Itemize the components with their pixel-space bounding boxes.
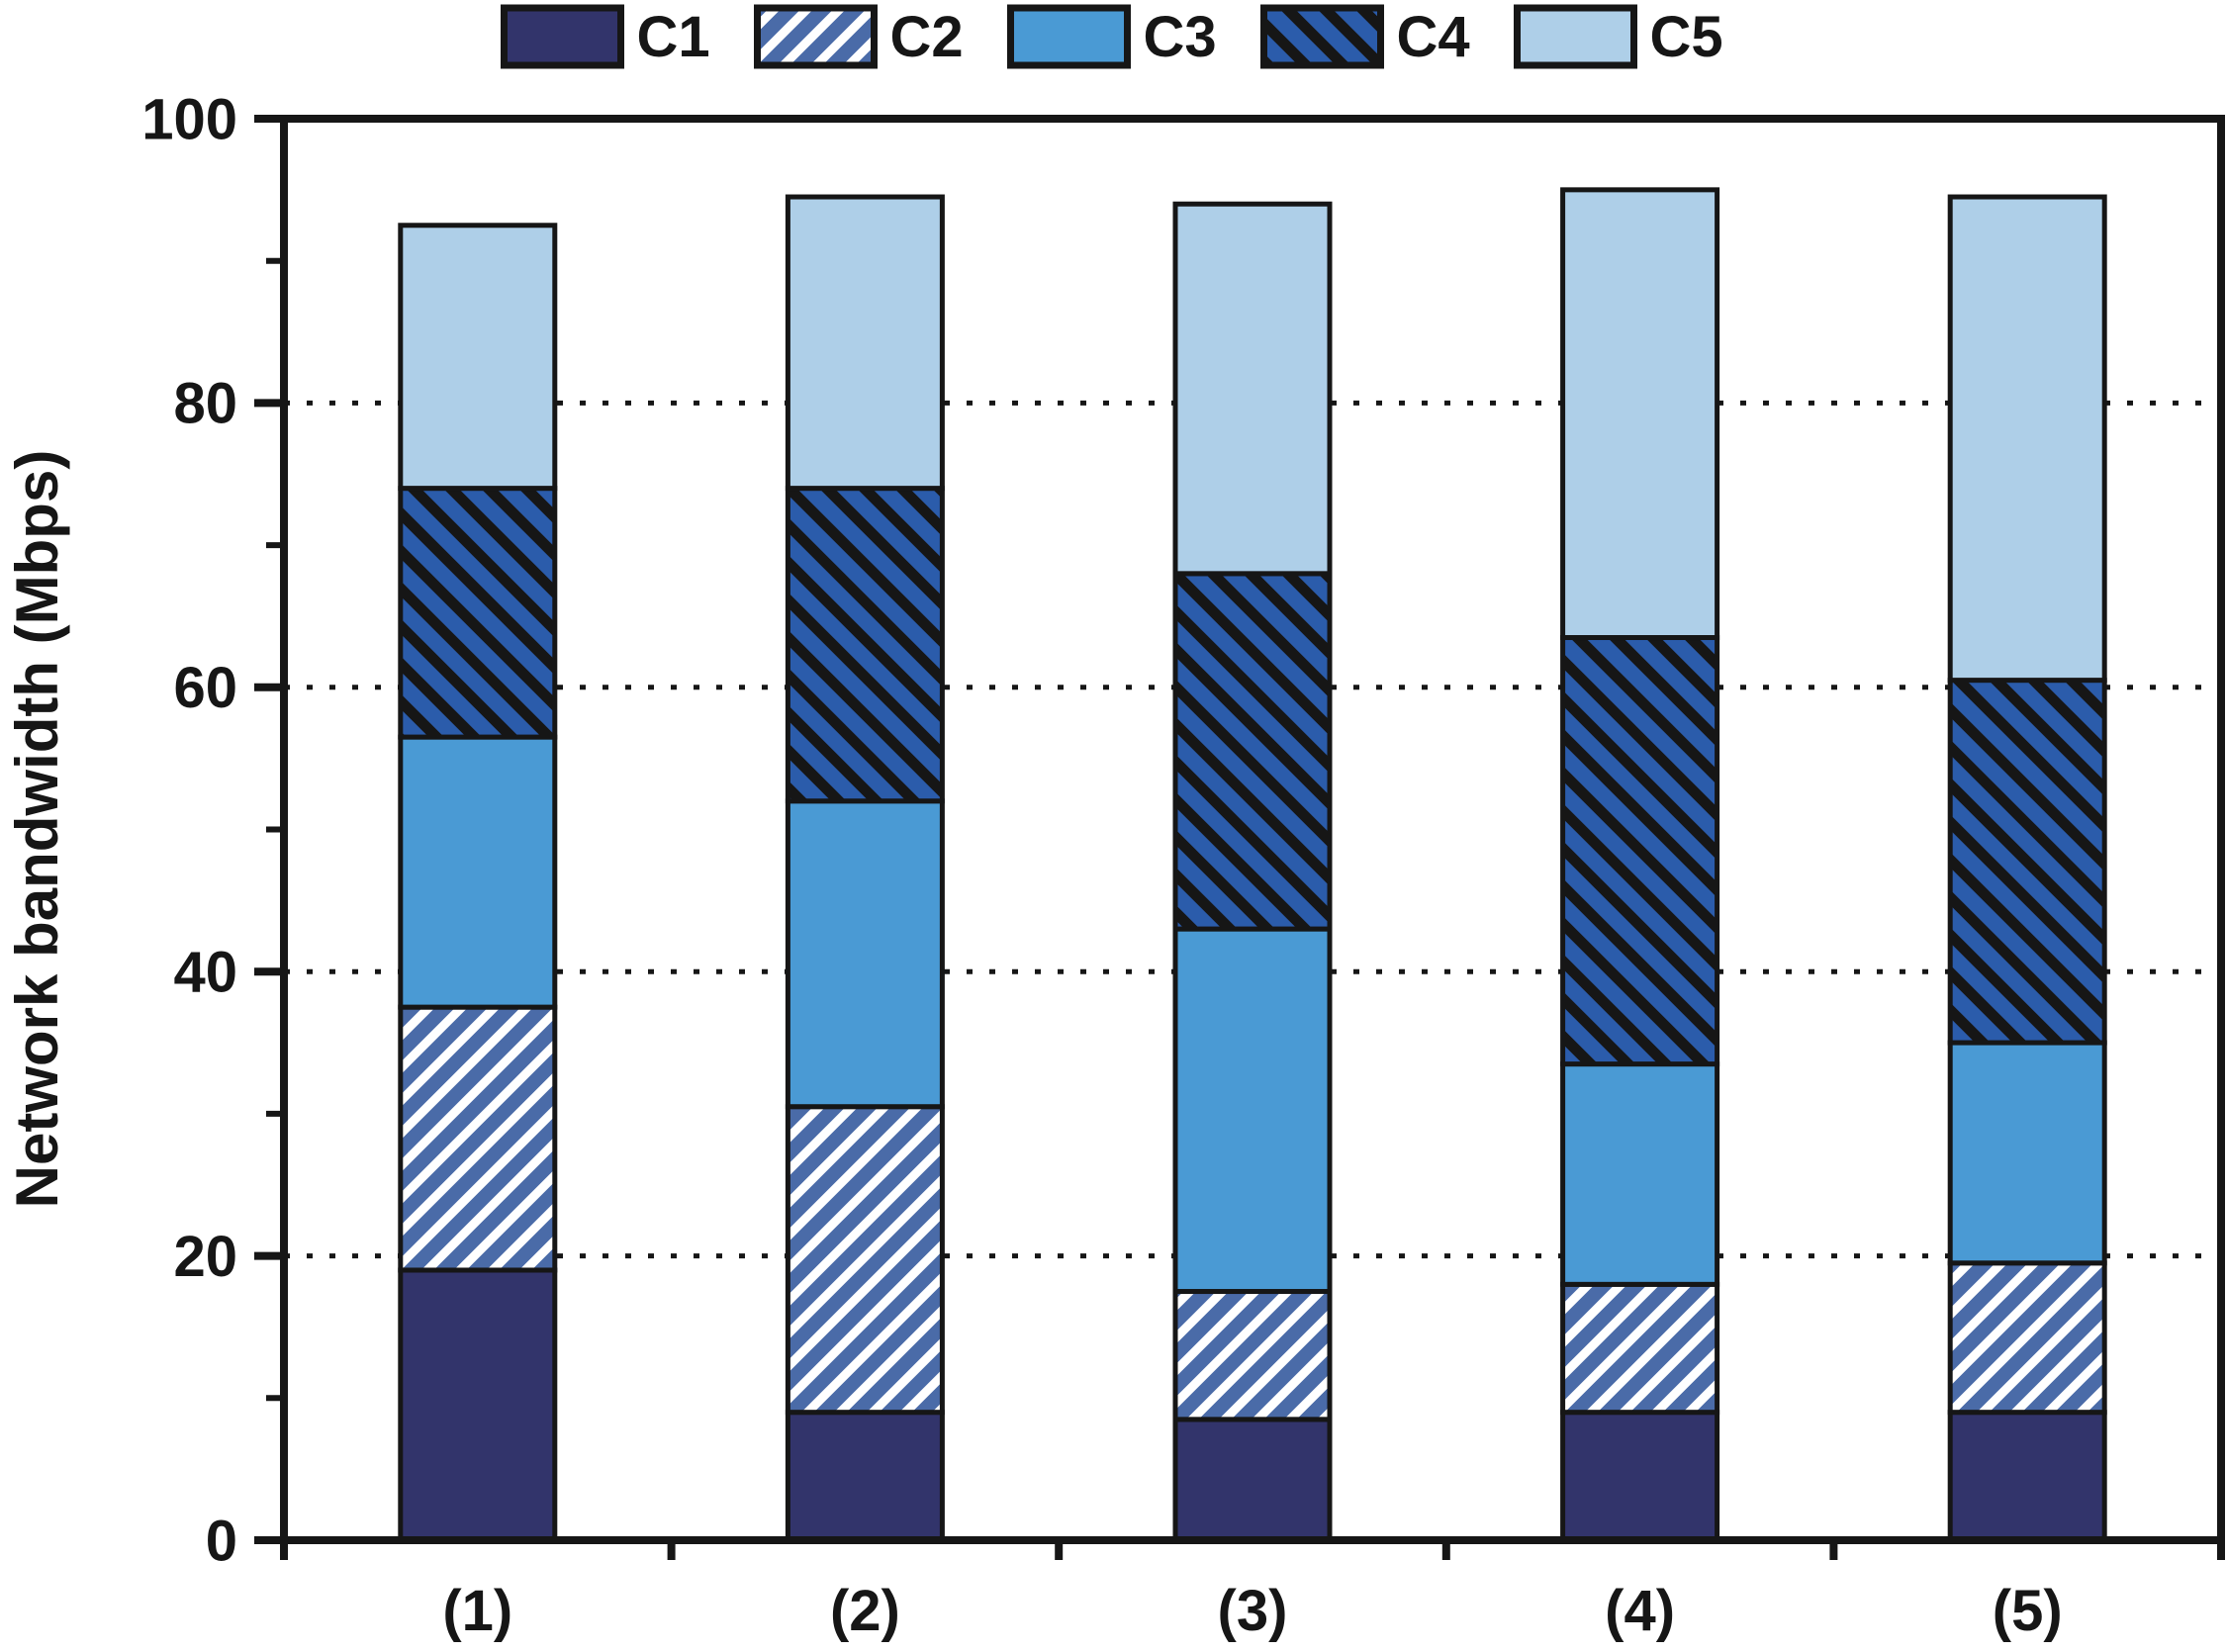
y-tick-label-0: 0 (206, 1509, 237, 1573)
bar-4-segment-C4 (1560, 635, 1720, 1067)
bar-4-segment-C1 (1560, 1410, 1720, 1543)
legend-swatch-C2 (754, 4, 878, 69)
bar-5-segment-C1 (1947, 1410, 2107, 1543)
bar-1-segment-C2 (398, 1004, 558, 1273)
bar-1-segment-C3 (398, 734, 558, 1010)
x-tick-label-5: (5) (1993, 1579, 2063, 1643)
legend-swatch-C1 (501, 4, 624, 69)
bar-2-segment-C5 (785, 194, 945, 492)
bar-5-segment-C4 (1947, 678, 2107, 1046)
gridlines-layer (284, 400, 2221, 1259)
bar-3-segment-C2 (1172, 1289, 1333, 1423)
legend-label-C4: C4 (1397, 5, 1470, 69)
bar-5-segment-C2 (1947, 1260, 2107, 1416)
bar-3-segment-C3 (1172, 926, 1333, 1295)
ticks-layer (254, 115, 2225, 1560)
bar-5-segment-C3 (1947, 1040, 2107, 1266)
legend-swatch-C5 (1514, 4, 1637, 69)
legend-item-C4: C4 (1260, 4, 1470, 69)
legend-item-C5: C5 (1514, 4, 1723, 69)
y-tick-label-80: 80 (173, 372, 237, 436)
bar-4-segment-C2 (1560, 1281, 1720, 1416)
y-axis-title: Network bandwidth (Mbps) (4, 450, 70, 1209)
x-tick-label-3: (3) (1218, 1579, 1288, 1643)
legend-label-C1: C1 (637, 5, 710, 69)
legend-swatch-C3 (1007, 4, 1131, 69)
legend-label-C5: C5 (1650, 5, 1723, 69)
bar-4-segment-C3 (1560, 1061, 1720, 1287)
x-tick-label-2: (2) (830, 1579, 900, 1643)
legend-label-C3: C3 (1144, 5, 1217, 69)
bar-2-segment-C4 (785, 486, 945, 804)
bar-2-segment-C3 (785, 798, 945, 1110)
bar-1-segment-C5 (398, 223, 558, 492)
bar-1-segment-C1 (398, 1267, 558, 1543)
legend: C1 C2 C3 C4 C5 (501, 4, 1723, 69)
y-tick-label-60: 60 (173, 656, 237, 720)
bar-3-segment-C4 (1172, 571, 1333, 932)
bar-5-segment-C5 (1947, 194, 2107, 684)
bar-1-segment-C4 (398, 486, 558, 740)
bar-2-segment-C2 (785, 1104, 945, 1416)
legend-item-C3: C3 (1007, 4, 1217, 69)
bar-2-segment-C1 (785, 1410, 945, 1543)
y-tick-label-40: 40 (173, 941, 237, 1005)
legend-label-C2: C2 (890, 5, 964, 69)
bar-3-segment-C5 (1172, 201, 1333, 577)
y-tick-label-100: 100 (141, 87, 237, 151)
bar-4-segment-C5 (1560, 187, 1720, 641)
y-tick-label-20: 20 (173, 1225, 237, 1289)
legend-item-C1: C1 (501, 4, 710, 69)
legend-item-C2: C2 (754, 4, 964, 69)
legend-swatch-C4 (1260, 4, 1384, 69)
bar-3-segment-C1 (1172, 1417, 1333, 1543)
bars-layer (398, 187, 2107, 1543)
x-tick-label-4: (4) (1605, 1579, 1675, 1643)
x-tick-label-1: (1) (442, 1579, 512, 1643)
